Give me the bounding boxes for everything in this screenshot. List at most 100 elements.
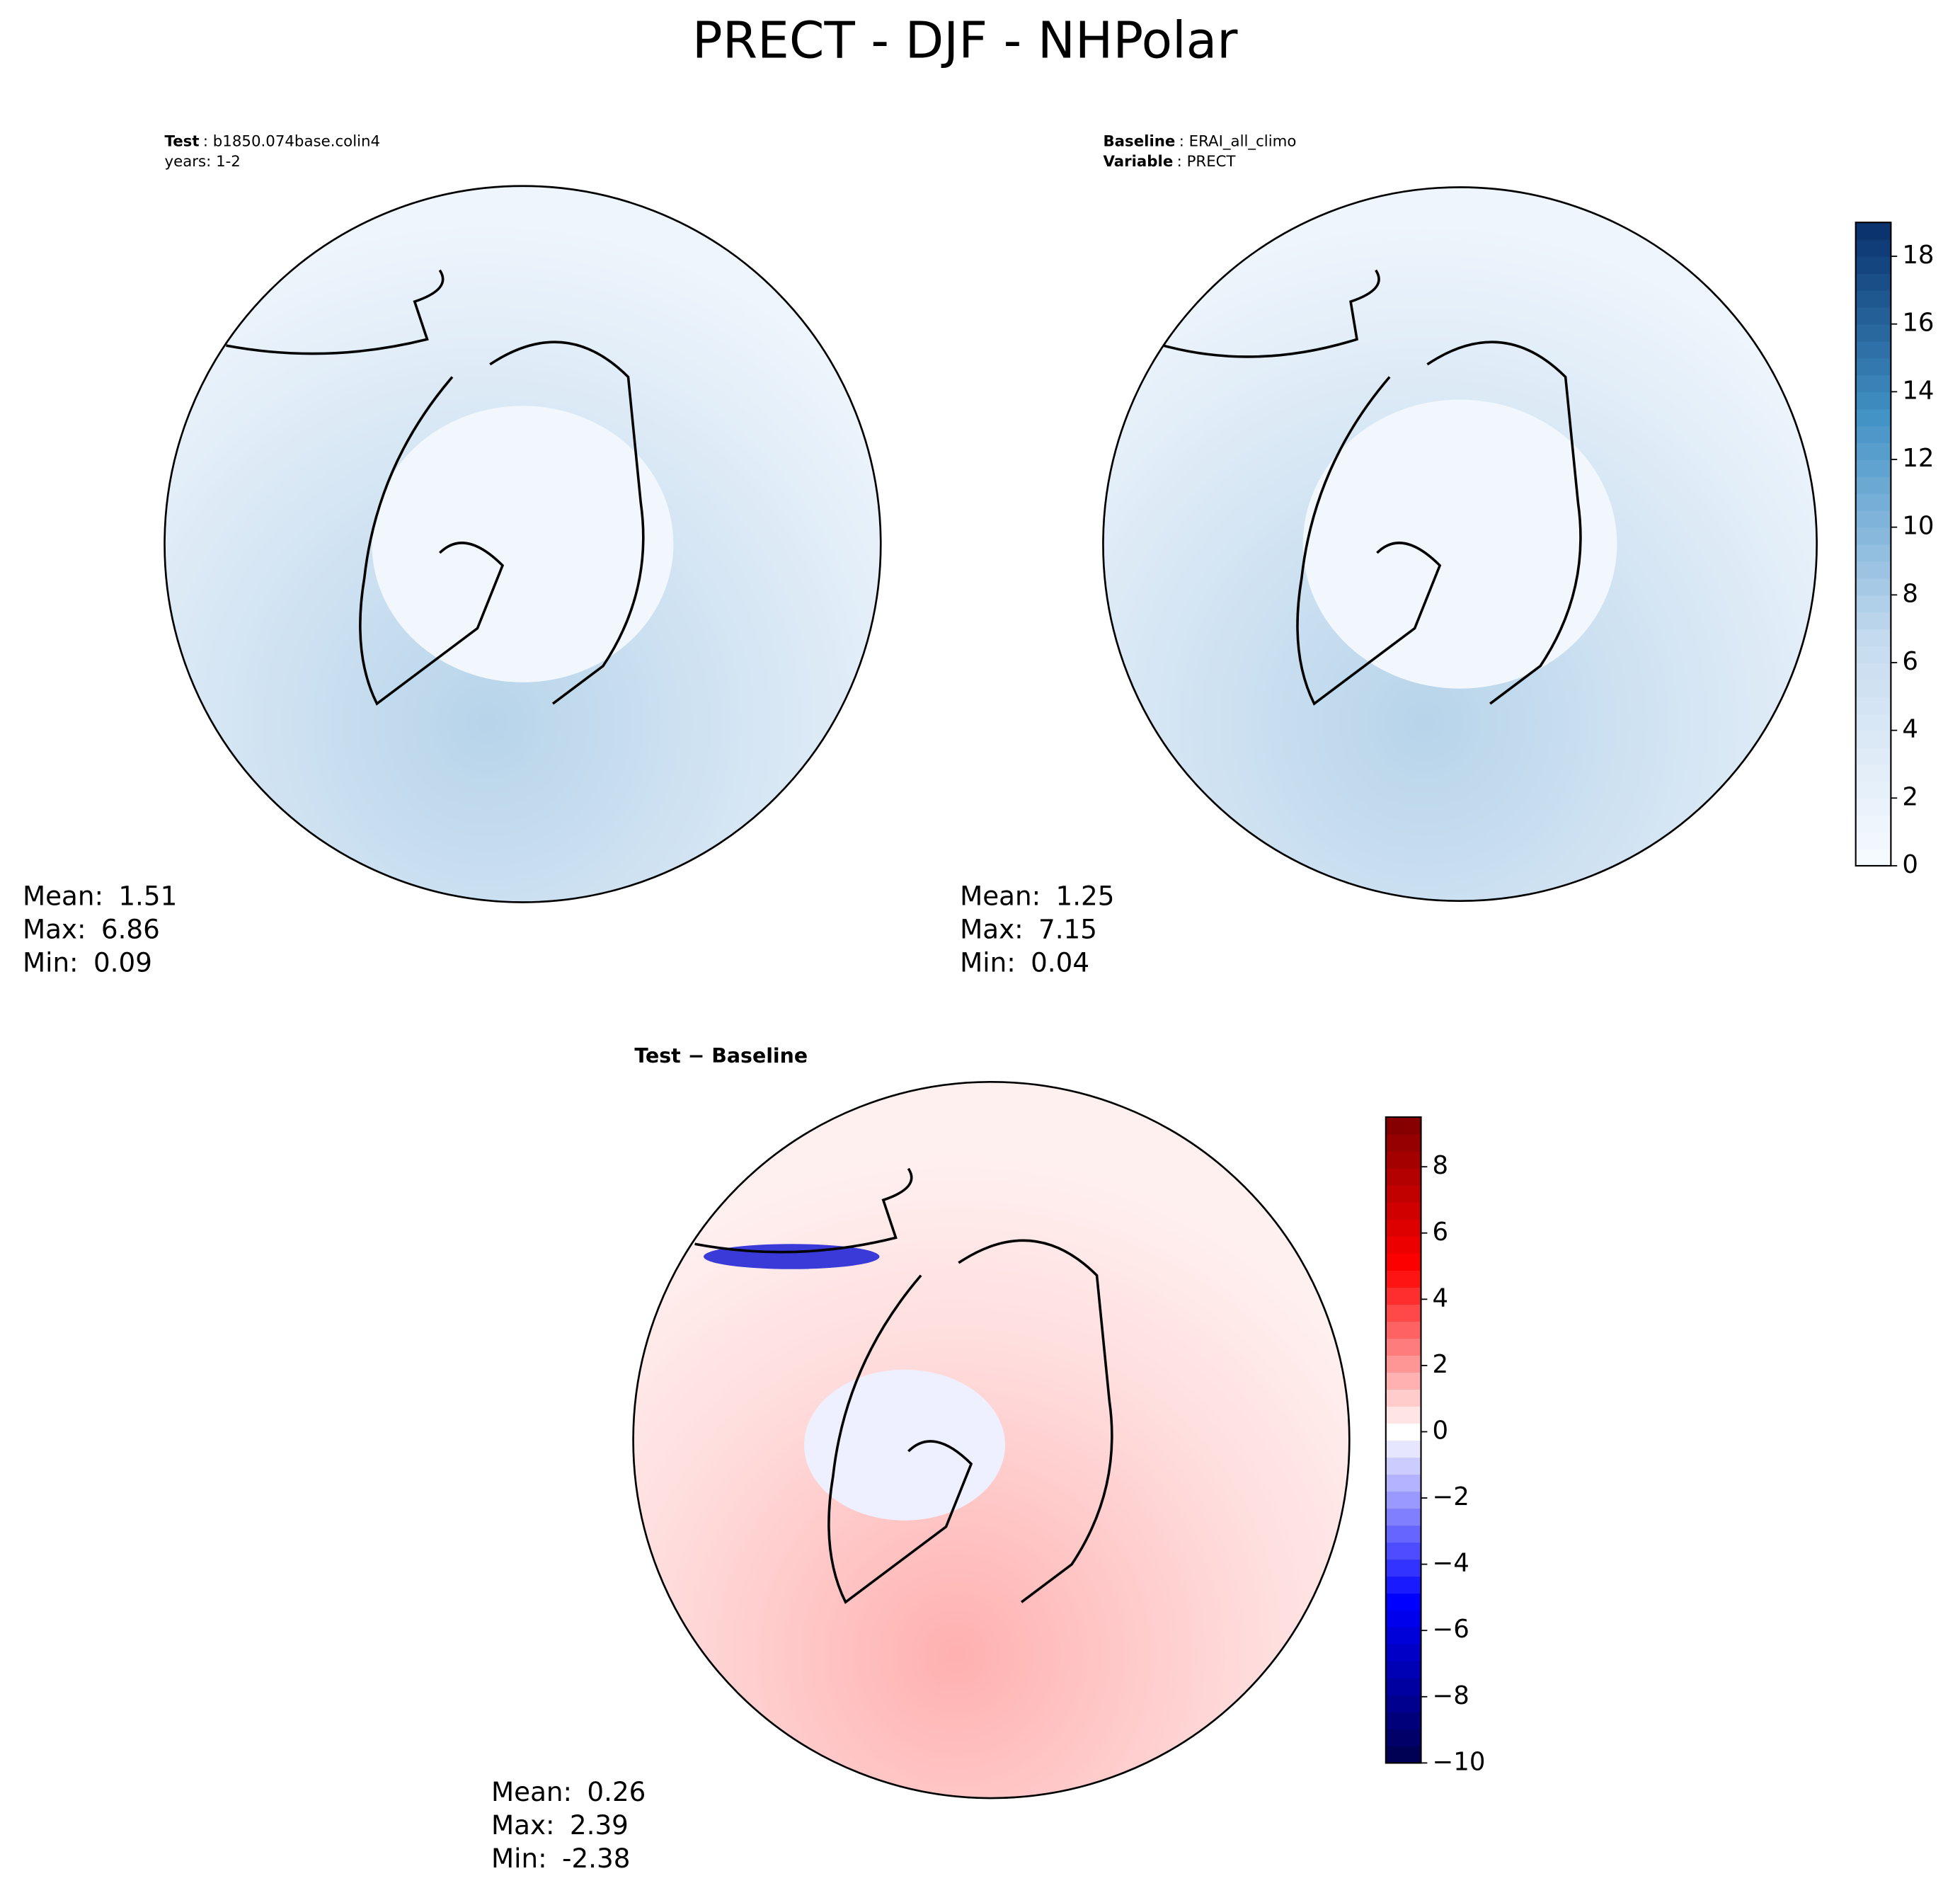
stat: Mean: 1.25: [960, 880, 1114, 911]
colorbar-band: [1855, 341, 1891, 359]
colorbar-band: [1385, 1576, 1421, 1594]
colorbar-band: [1855, 222, 1891, 241]
colorbar-frame: [1385, 1116, 1422, 1764]
stat-label: Min:: [960, 946, 1016, 978]
colorbar-band: [1385, 1729, 1421, 1747]
stat-label: Min:: [491, 1843, 547, 1874]
colorbar-band: [1385, 1542, 1421, 1560]
stat: Max: 6.86: [23, 913, 160, 944]
colorbar-band: [1855, 239, 1891, 257]
colorbar-tick-label: 2: [1902, 782, 1918, 811]
stat-value: -2.38: [562, 1843, 630, 1874]
colorbar-band: [1855, 696, 1891, 714]
figure-title: PRECT - DJF - NHPolar: [692, 11, 1238, 70]
colorbar-band: [1855, 815, 1891, 833]
stat-value: 1.51: [118, 880, 177, 911]
panel-header: Baseline: ERAI_all_climo: [1103, 133, 1296, 151]
colorbar-tick-label: −8: [1433, 1681, 1469, 1710]
stat: Min: 0.09: [23, 946, 152, 978]
header-text: : ERAI_all_climo: [1179, 133, 1297, 151]
colorbar-band: [1385, 1355, 1421, 1373]
header-label: Test − Baseline: [634, 1044, 808, 1068]
stat-label: Mean:: [960, 880, 1041, 911]
colorbar-band: [1385, 1253, 1421, 1271]
colorbar-tick-label: 0: [1433, 1416, 1449, 1445]
colorbar-band: [1855, 595, 1891, 613]
map-baseline: [1102, 186, 1818, 903]
stat: Mean: 0.26: [491, 1775, 646, 1807]
stat-value: 6.86: [101, 913, 160, 944]
panel-header: Test: b1850.074base.colin4: [165, 133, 381, 151]
colorbar-tick-label: 8: [1902, 579, 1918, 608]
header-label: Test: [165, 133, 200, 151]
colorbar-band: [1385, 1287, 1421, 1305]
colorbar-band: [1385, 1695, 1421, 1713]
colorbar-band: [1855, 273, 1891, 291]
colorbar-band: [1385, 1474, 1421, 1492]
colorbar-band: [1385, 1389, 1421, 1407]
colorbar-band: [1855, 374, 1891, 393]
colorbar-tick-label: 8: [1433, 1151, 1449, 1180]
stat: Max: 2.39: [491, 1809, 629, 1840]
colorbar-band: [1385, 1236, 1421, 1254]
colorbar-band: [1385, 1304, 1421, 1322]
stat-value: 7.15: [1038, 913, 1097, 944]
colorbar-band: [1855, 459, 1891, 477]
stat: Max: 7.15: [960, 913, 1097, 944]
colorbar-band: [1385, 1372, 1421, 1390]
colorbar-band: [1385, 1134, 1421, 1152]
colorbar-band: [1385, 1185, 1421, 1203]
stat-label: Max:: [23, 913, 86, 944]
panel-header: years: 1-2: [165, 153, 241, 171]
colorbar-band: [1855, 408, 1891, 427]
colorbar-band: [1385, 1610, 1421, 1628]
stat-label: Max:: [491, 1809, 555, 1840]
colorbar-band: [1385, 1508, 1421, 1526]
colorbar-band: [1855, 730, 1891, 748]
colorbar-band: [1385, 1440, 1421, 1458]
colorbar-tick-label: 2: [1433, 1350, 1449, 1379]
stat-label: Max:: [960, 913, 1024, 944]
colorbar-band: [1855, 425, 1891, 443]
header-text: : b1850.074base.colin4: [203, 133, 380, 151]
colorbar-band: [1855, 781, 1891, 799]
map-test: [164, 185, 882, 903]
colorbar-band: [1385, 1338, 1421, 1356]
colorbar-band: [1855, 646, 1891, 663]
colorbar-band: [1385, 1270, 1421, 1288]
stat-label: Mean:: [491, 1775, 572, 1807]
header-text: years: 1-2: [165, 153, 241, 171]
header-label: Variable: [1103, 153, 1173, 171]
colorbar-band: [1855, 493, 1891, 511]
header-label: Baseline: [1103, 133, 1175, 151]
colorbar-band: [1855, 679, 1891, 697]
colorbar-band: [1855, 832, 1891, 849]
colorbar-tick-label: −6: [1433, 1615, 1469, 1644]
colorbar-band: [1385, 1423, 1421, 1441]
stat-value: 0.09: [93, 946, 152, 978]
colorbar-band: [1855, 527, 1891, 545]
colorbar-tick-label: 4: [1433, 1283, 1449, 1312]
panel-header: Variable: PRECT: [1103, 153, 1236, 171]
stat-label: Mean:: [23, 880, 103, 911]
colorbar-tick-label: 6: [1433, 1218, 1449, 1247]
colorbar-band: [1385, 1746, 1421, 1764]
colorbar-band: [1855, 629, 1891, 646]
colorbar-tick-label: 0: [1902, 850, 1918, 879]
colorbar-band: [1855, 256, 1891, 274]
colorbar-band: [1385, 1593, 1421, 1611]
colorbar-band: [1385, 1151, 1421, 1169]
colorbar-tick-label: 10: [1902, 512, 1934, 541]
map-difference: [632, 1080, 1351, 1800]
colorbar-band: [1855, 713, 1891, 731]
colorbar-band: [1385, 1406, 1421, 1424]
colorbar-band: [1855, 747, 1891, 765]
colorbar-tick-label: −2: [1433, 1482, 1469, 1511]
colorbar-band: [1385, 1491, 1421, 1509]
colorbar-band: [1855, 849, 1891, 866]
colorbar-band: [1385, 1661, 1421, 1679]
colorbar-band: [1855, 357, 1891, 376]
colorbar-band: [1385, 1168, 1421, 1186]
colorbar-band: [1855, 764, 1891, 782]
